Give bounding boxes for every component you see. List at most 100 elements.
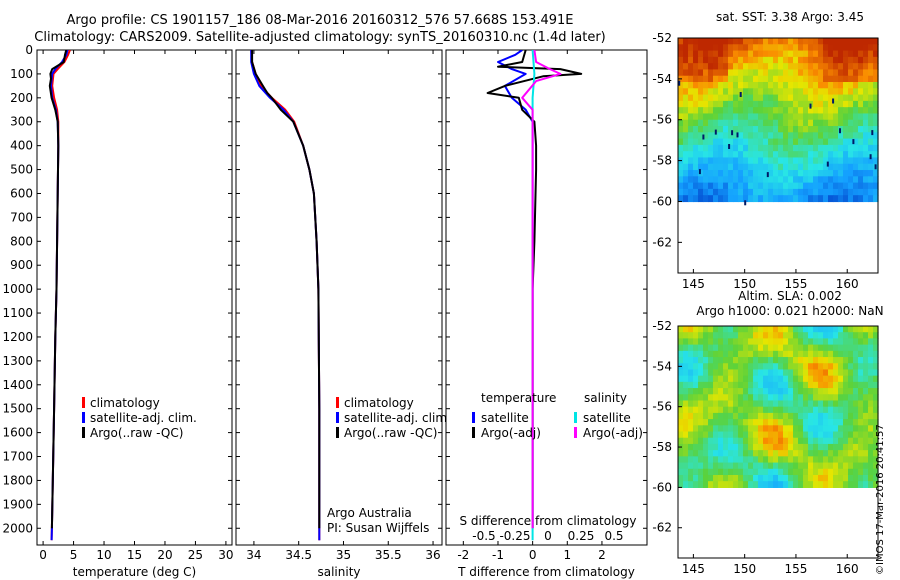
x-axis-label: T difference from climatology [457, 565, 635, 579]
map-cell [713, 388, 719, 395]
map-cell [858, 170, 864, 177]
map-cell [868, 157, 874, 165]
map-cell [818, 350, 824, 358]
map-cell [698, 38, 704, 45]
map-cell [788, 176, 794, 184]
map-speck [869, 154, 872, 160]
map-cell [733, 456, 739, 464]
map-cell [803, 338, 809, 346]
map-cell [743, 151, 749, 159]
map-cell [783, 44, 789, 52]
map-cell [818, 126, 824, 133]
map-cell [688, 195, 694, 203]
map-cell [838, 375, 844, 383]
map-cell [793, 188, 799, 196]
y-tick-label: 1700 [2, 450, 33, 464]
map-cell [688, 437, 694, 445]
map-cell [833, 338, 839, 346]
map-cell [863, 412, 869, 420]
map-cell [818, 481, 824, 488]
map-cell [688, 88, 694, 96]
map-cell [693, 50, 699, 58]
map-cell [768, 406, 774, 414]
map-cell [703, 144, 709, 152]
map-cell [728, 357, 734, 364]
map-cell [818, 344, 824, 352]
map-cell [818, 157, 824, 165]
x-tick-label: 35.5 [375, 548, 402, 562]
map-cell [833, 462, 839, 470]
map-cell [813, 344, 819, 352]
map-cell [708, 75, 714, 83]
map-cell [763, 163, 769, 171]
map-cell [863, 481, 869, 488]
map-cell [713, 419, 719, 426]
map-cell [723, 462, 729, 470]
map-cell [738, 425, 744, 433]
map-cell [788, 195, 794, 203]
map-cell [678, 82, 684, 89]
top-axis-label: S difference from climatology [460, 514, 637, 528]
map-cell [808, 363, 814, 371]
map-cell [758, 170, 764, 177]
map-cell [788, 119, 794, 127]
map-cell [703, 182, 709, 190]
map-cell [798, 431, 804, 439]
map-cell [773, 176, 779, 184]
map-cell [753, 338, 759, 346]
map-cell [708, 425, 714, 433]
map-cell [758, 443, 764, 451]
map-cell [798, 75, 804, 83]
map-cell [688, 176, 694, 184]
map-cell [683, 157, 689, 165]
map-cell [698, 394, 704, 402]
map-cell [823, 126, 829, 133]
map-cell [803, 381, 809, 389]
map-cell [808, 94, 814, 102]
map-cell [843, 443, 849, 451]
map-cell [753, 88, 759, 96]
map-cell [678, 474, 684, 482]
map-cell [838, 400, 844, 408]
map-cell [703, 437, 709, 445]
map-cell [678, 170, 684, 177]
map-cell [693, 350, 699, 358]
map-cell [678, 94, 684, 102]
map-cell [723, 126, 729, 133]
map-cell [858, 419, 864, 426]
map-cell [728, 132, 734, 140]
map-cell [863, 369, 869, 377]
map-cell [753, 406, 759, 414]
map-cell [678, 56, 684, 64]
y-tick-label: 500 [10, 163, 33, 177]
map-cell [728, 170, 734, 177]
map-cell [818, 431, 824, 439]
map-cell [803, 363, 809, 371]
map-cell [808, 75, 814, 83]
map-cell [768, 462, 774, 470]
map-cell [723, 107, 729, 115]
map-cell [828, 94, 834, 102]
map-cell [783, 394, 789, 402]
map-cell [708, 357, 714, 364]
map-cell [713, 144, 719, 152]
map-cell [813, 350, 819, 358]
map-cell [808, 388, 814, 395]
map-cell [843, 107, 849, 115]
map-cell [703, 394, 709, 402]
map-cell [838, 419, 844, 426]
map-cell [848, 363, 854, 371]
map-cell [698, 195, 704, 203]
map-cell [698, 69, 704, 77]
map-cell [703, 375, 709, 383]
map-cell [793, 132, 799, 140]
map-cell [758, 431, 764, 439]
map-cell [868, 419, 874, 426]
map-cell [798, 113, 804, 121]
map-cell [693, 332, 699, 340]
map-cell [758, 188, 764, 196]
map-cell [788, 113, 794, 121]
map-cell [818, 474, 824, 482]
map-cell [748, 363, 754, 371]
x-tick-label: -1 [492, 548, 504, 562]
